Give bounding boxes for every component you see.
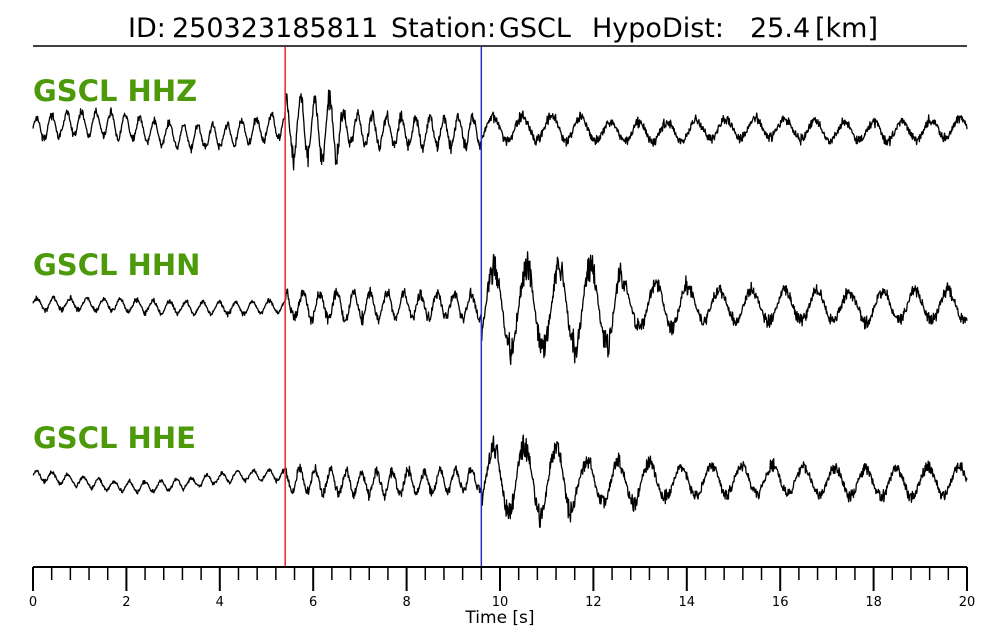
waveform-n (32, 251, 968, 366)
x-tick-label: 8 (402, 595, 410, 610)
x-tick-label: 6 (309, 595, 317, 610)
trace-label-hhn: GSCL HHN (33, 248, 200, 282)
x-tick-label: 14 (679, 595, 696, 610)
title-station-value: GSCL (499, 13, 571, 44)
picks-group (284, 47, 483, 567)
trace-label-hhe: GSCL HHE (33, 421, 196, 455)
traces-group (32, 89, 968, 528)
trace-label-hhz: GSCL HHZ (33, 74, 197, 108)
x-tick-label: 18 (865, 595, 882, 610)
title-id-label: ID: (128, 13, 166, 44)
x-tick-label: 10 (492, 595, 509, 610)
figure-title: ID: 250323185811 Station: GSCL HypoDist:… (128, 13, 878, 44)
x-tick-label: 2 (122, 595, 130, 610)
x-axis-label: Time [s] (464, 608, 534, 628)
x-tick-label: 20 (959, 595, 976, 610)
x-tick-label: 16 (772, 595, 789, 610)
x-tick-label: 4 (216, 595, 224, 610)
title-id-value: 250323185811 (172, 13, 378, 44)
title-hypodist-value: 25.4 (750, 13, 810, 44)
x-tick-label: 0 (29, 595, 37, 610)
title-hypodist-label: HypoDist: (592, 13, 724, 44)
title-station-label: Station: (391, 13, 496, 44)
x-tick-label: 12 (585, 595, 602, 610)
title-hypodist-unit: [km] (815, 13, 878, 44)
time-axis: 0 2 4 6 8 10 12 14 16 18 20 (29, 566, 976, 610)
waveform-e (32, 434, 968, 528)
waveform-z (32, 89, 968, 171)
